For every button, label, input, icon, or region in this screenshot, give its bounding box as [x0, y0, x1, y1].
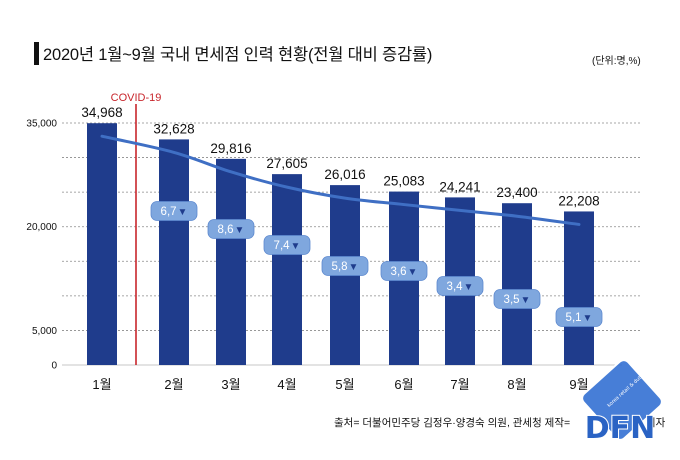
change-value: 8,6 — [218, 224, 234, 236]
source-credit: 출처= 더불어민주당 김정우·양경숙 의원, 관세청 제작= — [334, 417, 571, 429]
x-tick-label: 1월 — [92, 377, 111, 392]
y-tick-label: 0 — [51, 361, 57, 372]
change-badge: 5,1▼ — [555, 307, 603, 327]
dfn-logo: korea retail & duty free news DFN — [581, 356, 665, 447]
change-badge-box — [150, 201, 198, 221]
x-tick-label: 7월 — [450, 377, 469, 392]
logo-wordmark: DFN — [585, 411, 656, 446]
down-arrow-icon: ▼ — [521, 295, 531, 306]
change-badge: 6,7▼ — [150, 201, 198, 221]
bar-2 — [159, 139, 189, 365]
down-arrow-icon: ▼ — [408, 267, 418, 278]
trend-line — [100, 134, 581, 226]
bar-4 — [272, 174, 302, 365]
x-tick-label: 9월 — [569, 377, 588, 392]
change-label: 3,5▼ — [504, 294, 531, 306]
unit-label: (단위:명,%) — [592, 56, 641, 67]
value-labels: 34,968 32,628 29,816 27,605 26,016 25,083 24,2… — [81, 105, 599, 208]
change-label: 6,7▼ — [161, 206, 188, 218]
value-label: 25,083 — [383, 174, 424, 189]
change-badge: 3,6▼ — [380, 261, 428, 281]
change-badges: 6,7▼8,6▼7,4▼5,8▼ 3,6▼3,4▼3,5▼5,1▼ — [150, 201, 603, 327]
down-arrow-icon: ▼ — [178, 207, 188, 218]
x-axis: 1월 2월 3월 4월 5월 6월 7월 8월 9월 — [92, 377, 588, 392]
change-badge: 7,4▼ — [263, 235, 311, 255]
y-tick-label: 20,000 — [26, 222, 57, 233]
change-badge-box — [380, 261, 428, 281]
title-accent-bar — [34, 42, 39, 65]
change-label: 8,6▼ — [218, 224, 245, 236]
down-arrow-icon: ▼ — [464, 282, 474, 293]
change-value: 5,1 — [566, 312, 582, 324]
x-tick-label: 5월 — [335, 377, 354, 392]
bars — [87, 123, 594, 366]
chart-title: 2020년 1월~9월 국내 면세점 인력 현황(전월 대비 증감률) — [43, 46, 433, 64]
value-label: 32,628 — [153, 121, 194, 136]
down-arrow-icon: ▼ — [349, 262, 359, 273]
down-arrow-icon: ▼ — [583, 313, 593, 324]
covid-label: COVID-19 — [111, 92, 162, 104]
change-label: 3,6▼ — [391, 266, 418, 278]
change-badge-box — [493, 289, 541, 309]
value-label: 23,400 — [496, 185, 537, 200]
x-tick-label: 4월 — [277, 377, 296, 392]
change-value: 5,8 — [332, 261, 348, 273]
down-arrow-icon: ▼ — [235, 225, 245, 236]
change-badge: 8,6▼ — [207, 219, 255, 239]
y-tick-label: 35,000 — [26, 119, 57, 130]
value-label: 27,605 — [266, 156, 307, 171]
trend-line-group — [100, 134, 581, 226]
value-label: 29,816 — [210, 141, 251, 156]
value-label: 24,241 — [439, 179, 480, 194]
value-label: 22,208 — [558, 193, 599, 208]
change-value: 7,4 — [274, 240, 291, 252]
bar-8 — [502, 203, 532, 365]
change-label: 5,8▼ — [332, 261, 359, 273]
change-badge-box — [436, 276, 484, 296]
change-badge: 3,5▼ — [493, 289, 541, 309]
value-label: 26,016 — [324, 167, 365, 182]
y-tick-label: 5,000 — [32, 326, 57, 337]
change-label: 7,4▼ — [274, 240, 301, 252]
change-value: 3,6 — [391, 266, 407, 278]
down-arrow-icon: ▼ — [291, 241, 301, 252]
x-tick-label: 8월 — [507, 377, 526, 392]
change-badge: 5,8▼ — [321, 256, 369, 276]
change-label: 5,1▼ — [566, 312, 593, 324]
x-tick-label: 6월 — [394, 377, 413, 392]
bar-1 — [87, 123, 117, 366]
bar-3 — [216, 158, 246, 365]
change-value: 3,5 — [504, 294, 520, 306]
change-badge-box — [207, 219, 255, 239]
value-label: 34,968 — [81, 105, 122, 120]
logo-emblem — [581, 359, 663, 441]
x-tick-label: 2월 — [164, 377, 183, 392]
change-label: 3,4▼ — [447, 281, 474, 293]
y-axis: 35,000 20,000 5,000 0 — [26, 119, 57, 372]
change-badge-box — [555, 307, 603, 327]
change-value: 3,4 — [447, 281, 464, 293]
change-value: 6,7 — [161, 206, 177, 218]
change-badge-box — [321, 256, 369, 276]
byline-suffix: 기자 — [646, 417, 666, 429]
bar-9 — [564, 211, 594, 365]
x-tick-label: 3월 — [221, 377, 240, 392]
change-badge-box — [263, 235, 311, 255]
change-badge: 3,4▼ — [436, 276, 484, 296]
covid-annotation: COVID-19 — [111, 92, 162, 365]
